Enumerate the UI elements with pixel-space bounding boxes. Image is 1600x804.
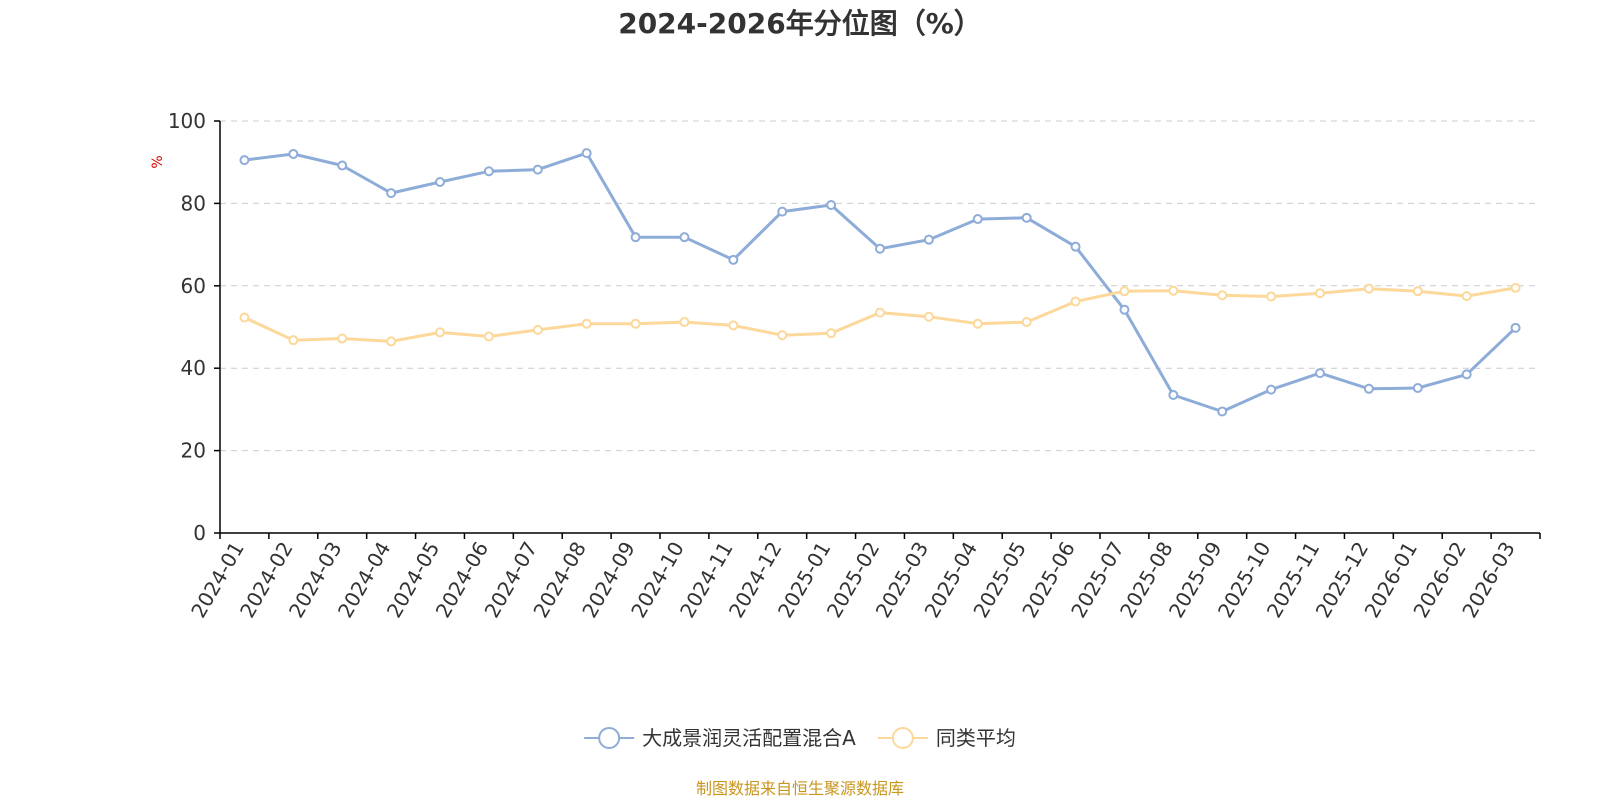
data-point[interactable] <box>1070 241 1081 252</box>
data-point[interactable] <box>288 335 299 346</box>
data-point[interactable] <box>972 318 983 329</box>
data-point[interactable] <box>875 243 885 254</box>
data-point[interactable] <box>435 176 445 187</box>
legend-marker-icon <box>598 727 621 749</box>
data-point[interactable] <box>679 232 690 243</box>
y-tick-label: 40 <box>181 356 206 380</box>
data-point[interactable] <box>777 330 788 341</box>
data-point[interactable] <box>1266 291 1277 302</box>
data-point[interactable] <box>1217 290 1228 301</box>
data-point[interactable] <box>532 324 543 335</box>
axes: 0204060801002024-012024-022024-032024-04… <box>168 109 1541 622</box>
source-note: 制图数据来自恒生聚源数据库 <box>696 779 904 798</box>
chart-title: 2024-2026年分位图（%） <box>618 7 982 40</box>
y-tick-label: 60 <box>181 274 206 298</box>
data-point[interactable] <box>1315 288 1325 299</box>
data-point[interactable] <box>337 333 348 344</box>
data-point[interactable] <box>923 311 934 322</box>
data-point[interactable] <box>1412 382 1423 393</box>
data-point[interactable] <box>972 214 983 225</box>
data-point[interactable] <box>581 318 592 329</box>
data-point[interactable] <box>435 327 445 338</box>
data-point[interactable] <box>1021 212 1032 223</box>
data-point[interactable] <box>532 164 543 175</box>
data-point[interactable] <box>1070 296 1081 307</box>
legend-label: 同类平均 <box>936 726 1016 750</box>
data-point[interactable] <box>630 318 641 329</box>
data-point[interactable] <box>679 317 690 328</box>
series-1 <box>239 148 1521 417</box>
legend[interactable]: 大成景润灵活配置混合A 同类平均 <box>584 726 1016 750</box>
data-point[interactable] <box>239 155 250 166</box>
data-point[interactable] <box>777 206 788 217</box>
data-point[interactable] <box>386 336 397 347</box>
data-point[interactable] <box>1168 389 1179 400</box>
y-axis-unit-label: % <box>150 155 166 168</box>
data-point[interactable] <box>826 200 837 211</box>
data-point[interactable] <box>1119 286 1130 297</box>
data-point[interactable] <box>728 254 739 265</box>
data-point[interactable] <box>1510 282 1521 293</box>
data-point[interactable] <box>483 331 494 342</box>
data-point[interactable] <box>1461 291 1472 302</box>
data-point[interactable] <box>386 188 397 199</box>
data-point[interactable] <box>1021 317 1032 328</box>
data-point[interactable] <box>1266 384 1277 395</box>
data-point[interactable] <box>1119 304 1130 315</box>
data-point[interactable] <box>1363 283 1374 294</box>
legend-item-1[interactable]: 大成景润灵活配置混合A <box>584 726 856 750</box>
data-point[interactable] <box>826 328 837 339</box>
series-lines <box>239 148 1521 417</box>
data-point[interactable] <box>239 312 250 323</box>
data-point[interactable] <box>1363 383 1374 394</box>
y-tick-label: 20 <box>181 439 206 463</box>
data-point[interactable] <box>337 160 348 171</box>
data-point[interactable] <box>1461 369 1472 380</box>
data-point[interactable] <box>875 307 885 318</box>
data-point[interactable] <box>1168 285 1179 296</box>
data-point[interactable] <box>728 320 739 331</box>
data-point[interactable] <box>1217 406 1228 417</box>
gridlines <box>220 120 1540 452</box>
series-2 <box>239 282 1521 347</box>
data-point[interactable] <box>581 148 592 159</box>
y-tick-label: 80 <box>181 191 206 215</box>
y-tick-label: 100 <box>168 109 206 133</box>
y-tick-label: 0 <box>193 521 206 545</box>
data-point[interactable] <box>923 234 934 245</box>
legend-label: 大成景润灵活配置混合A <box>642 726 856 750</box>
data-point[interactable] <box>288 148 299 159</box>
data-point[interactable] <box>1412 286 1423 297</box>
legend-marker-icon <box>891 727 914 749</box>
data-point[interactable] <box>483 166 494 177</box>
data-point[interactable] <box>1510 322 1521 333</box>
data-point[interactable] <box>630 232 641 243</box>
data-point[interactable] <box>1315 368 1325 379</box>
legend-item-2[interactable]: 同类平均 <box>877 726 1016 750</box>
